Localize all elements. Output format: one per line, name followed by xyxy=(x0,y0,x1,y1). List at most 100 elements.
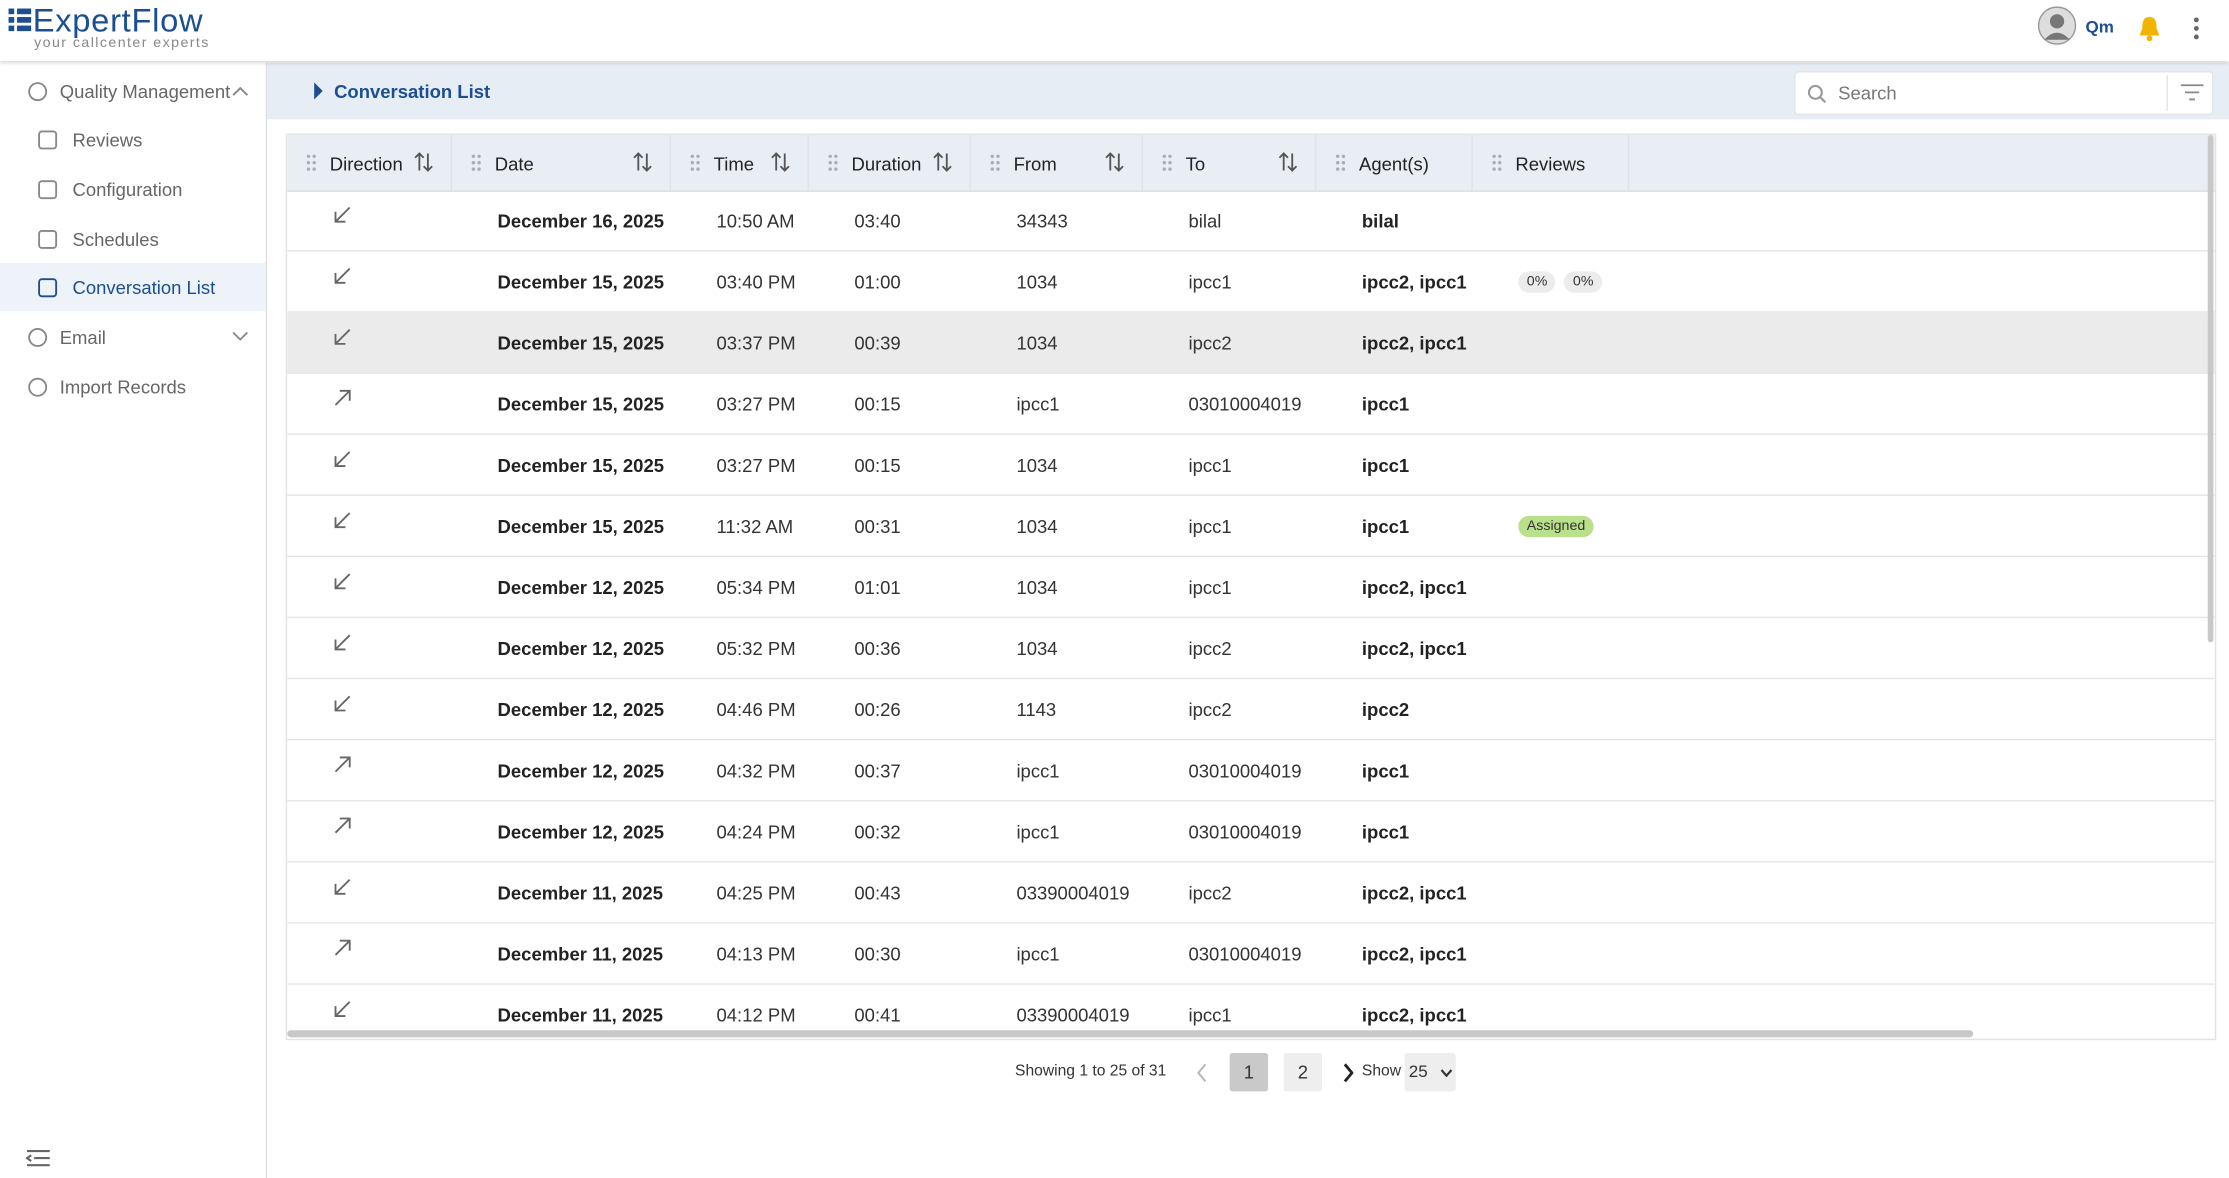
table-row[interactable]: December 15, 2025 11:32 AM 00:31 1034 ipcc1 i… xyxy=(287,496,2215,558)
table-row[interactable]: December 15, 2025 03:40 PM 01:00 1034 ipcc1 i… xyxy=(287,252,2215,313)
cell: 03:37 PM xyxy=(716,331,796,354)
notification-bell[interactable] xyxy=(2137,14,2163,42)
cell: ipcc2 xyxy=(1188,881,1232,904)
cell: bilal xyxy=(1188,209,1222,231)
page-size-select[interactable]: 25 xyxy=(1404,1052,1456,1092)
menu-kebab[interactable] xyxy=(2191,16,2202,42)
cell: 04:32 PM xyxy=(716,759,796,781)
v-scrollbar[interactable] xyxy=(2207,134,2214,643)
table-row[interactable]: December 12, 2025 04:24 PM 00:32 ipcc1 03010… xyxy=(287,801,2215,863)
cell: December 12, 2025 xyxy=(497,698,665,720)
table-row[interactable]: December 12, 2025 04:46 PM 00:26 1143 ipcc2 i… xyxy=(287,679,2215,741)
column-header[interactable]: From xyxy=(971,134,1143,191)
sidebar-item[interactable]: Import Records xyxy=(0,362,266,410)
filter-icon[interactable] xyxy=(2180,84,2204,101)
cell: ipcc1 xyxy=(1188,454,1232,476)
cell: 1034 xyxy=(1016,454,1058,476)
drag-handle xyxy=(1336,154,1346,171)
review-badge[interactable]: Assigned xyxy=(1518,515,1594,537)
cell: 04:13 PM xyxy=(716,942,796,965)
cell: 03:27 PM xyxy=(716,454,796,476)
drag-handle xyxy=(690,154,700,171)
sidebar-item[interactable]: Reviews xyxy=(0,115,266,163)
cell: 00:36 xyxy=(854,637,901,659)
search-icon xyxy=(1807,84,1827,104)
sort-icon xyxy=(633,152,652,172)
breadcrumb[interactable]: Conversation List xyxy=(334,80,491,103)
column-header[interactable]: Time xyxy=(671,134,809,191)
sidebar-item[interactable]: Email xyxy=(0,313,266,361)
table-row[interactable]: December 16, 2025 10:50 AM 03:40 34343 bilal… xyxy=(287,190,2215,252)
cell: 00:39 xyxy=(854,331,901,354)
cell: 00:30 xyxy=(854,942,901,965)
cell: ipcc1 xyxy=(1188,515,1232,537)
table-row[interactable]: December 12, 2025 05:34 PM 01:01 1034 ipcc1 i… xyxy=(287,557,2215,619)
outbound-icon xyxy=(334,756,351,773)
drag-handle xyxy=(828,154,838,171)
table-row[interactable]: December 15, 2025 03:37 PM 00:39 1034 ipcc2 i… xyxy=(287,312,2215,374)
user-name[interactable]: Qm xyxy=(2085,17,2114,37)
table-row[interactable]: December 11, 2025 04:12 PM 00:41 0339000401… xyxy=(287,985,2215,1029)
table-row[interactable]: December 15, 2025 03:27 PM 00:15 1034 ipcc1 i… xyxy=(287,435,2215,496)
column-title: Date xyxy=(494,153,534,175)
cell: ipcc2, ipcc1 xyxy=(1361,576,1467,598)
table-row[interactable]: December 12, 2025 05:32 PM 00:36 1034 ipcc2 i… xyxy=(287,618,2215,680)
table-body: December 16, 2025 10:50 AM 03:40 34343 bilal… xyxy=(287,190,2215,1028)
sidebar-label: Import Records xyxy=(59,376,187,398)
column-header[interactable]: Direction xyxy=(287,134,453,191)
sidebar-label: Conversation List xyxy=(72,277,216,299)
page-button[interactable]: 2 xyxy=(1283,1052,1323,1092)
sort-icon xyxy=(771,152,790,172)
cell: 04:25 PM xyxy=(716,881,796,904)
sidebar-item[interactable]: Configuration xyxy=(0,165,266,213)
cell: ipcc1 xyxy=(1361,515,1410,537)
cell: December 12, 2025 xyxy=(497,820,665,842)
cell: 03390004019 xyxy=(1016,881,1130,904)
column-header[interactable]: Reviews xyxy=(1473,134,1630,191)
select-caret xyxy=(1440,1069,1453,1078)
cell: 01:01 xyxy=(854,576,901,598)
cell: 04:46 PM xyxy=(716,698,796,720)
table-row[interactable]: December 15, 2025 03:27 PM 00:15 ipcc1 03010… xyxy=(287,374,2215,435)
column-header[interactable]: Agent(s) xyxy=(1316,134,1473,191)
column-header[interactable]: Date xyxy=(452,134,671,191)
inbound-icon xyxy=(334,695,351,712)
drag-handle xyxy=(306,154,316,171)
inbound-icon xyxy=(334,878,351,895)
page-summary: Showing 1 to 25 of 31 xyxy=(1015,1062,1167,1080)
logo-tagline: your callcenter experts xyxy=(34,35,210,52)
page-button[interactable]: 1 xyxy=(1229,1052,1269,1092)
collapse-sidebar[interactable] xyxy=(25,1148,52,1168)
cell: December 11, 2025 xyxy=(497,1003,663,1026)
avatar[interactable] xyxy=(2037,6,2077,46)
column-header[interactable]: To xyxy=(1143,134,1317,191)
search-box[interactable]: Search xyxy=(1794,71,2214,116)
drag-handle xyxy=(1492,154,1502,171)
sidebar-icon xyxy=(28,328,48,347)
cell: 00:32 xyxy=(854,820,901,842)
cell: December 11, 2025 xyxy=(497,881,663,904)
sidebar-item[interactable]: Quality Management xyxy=(0,67,266,115)
review-badge[interactable]: 0% xyxy=(1518,270,1556,293)
outbound-icon xyxy=(334,389,351,406)
sidebar-item[interactable]: Schedules xyxy=(0,215,266,263)
next-page[interactable] xyxy=(1342,1063,1354,1083)
cell: 00:15 xyxy=(854,454,901,476)
sidebar-item[interactable]: Conversation List xyxy=(0,262,266,312)
table-row[interactable]: December 11, 2025 04:25 PM 00:43 0339000401… xyxy=(287,863,2215,924)
cell: 00:43 xyxy=(854,881,901,904)
cell: December 12, 2025 xyxy=(497,759,665,781)
cell: ipcc2 xyxy=(1188,331,1232,354)
review-badge[interactable]: 0% xyxy=(1564,270,1603,293)
cell: December 12, 2025 xyxy=(497,576,665,598)
column-title: Reviews xyxy=(1515,153,1586,175)
column-title: Duration xyxy=(851,153,922,175)
column-header[interactable]: Duration xyxy=(809,134,971,191)
table-row[interactable]: December 12, 2025 04:32 PM 00:37 ipcc1 03010… xyxy=(287,740,2215,802)
table-row[interactable]: December 11, 2025 04:13 PM 00:30 ipcc1 03010… xyxy=(287,924,2215,985)
reviews-cell: Assigned xyxy=(1518,496,1602,556)
prev-page[interactable] xyxy=(1197,1063,1208,1083)
h-scrollbar[interactable] xyxy=(287,1030,1974,1038)
cell: 00:31 xyxy=(854,515,901,537)
